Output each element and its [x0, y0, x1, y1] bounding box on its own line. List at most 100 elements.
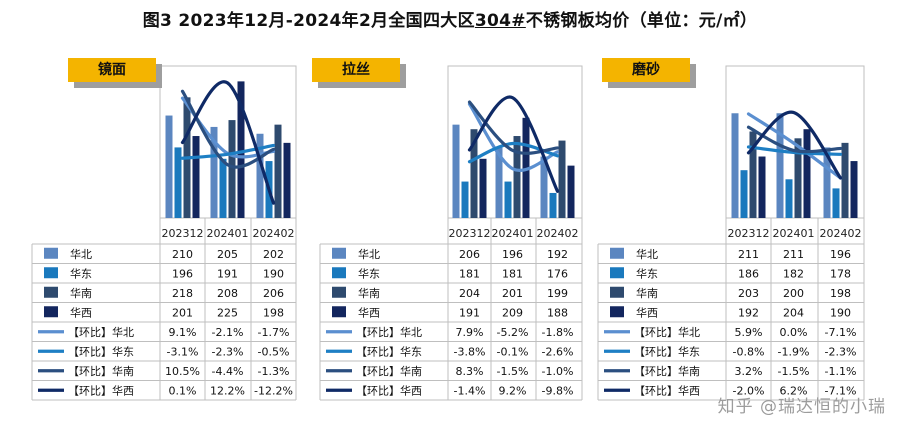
bar-1 — [452, 124, 460, 218]
table-cell: -3.8% — [454, 345, 486, 358]
bar-3 — [228, 120, 236, 218]
bar-2 — [219, 158, 227, 218]
table-cell: 196 — [172, 267, 193, 280]
table-cell: 205 — [217, 248, 238, 261]
table-cell: 218 — [172, 287, 193, 300]
table-cell: 10.5% — [165, 365, 200, 378]
table-cell: 201 — [502, 287, 523, 300]
tag-label: 镜面 — [68, 58, 156, 82]
chart-panel-matte: 202312 202401 202402 华北 211 211 196 华东 186 182 178… — [597, 58, 888, 401]
row-label: 华北 — [70, 247, 92, 261]
category-label: 202401 — [773, 227, 815, 240]
bar-2 — [174, 147, 182, 218]
bar-2 — [785, 179, 793, 218]
table-cell: -2.0% — [733, 384, 765, 397]
table-cell: -0.5% — [258, 345, 290, 358]
title-suffix: 不锈钢板均价（单位：元/㎡） — [525, 11, 758, 31]
row-label: 华南 — [636, 286, 658, 300]
table-cell: -1.1% — [825, 365, 857, 378]
title-underlined: 304# — [474, 11, 526, 31]
table-cell: 190 — [830, 306, 851, 319]
category-label: 202312 — [162, 227, 204, 240]
mom-line-2 — [746, 145, 843, 156]
legend-swatch — [610, 247, 624, 259]
row-label: 【环比】华南 — [634, 364, 700, 378]
table-cell: -0.1% — [497, 345, 529, 358]
table-cell: 188 — [547, 306, 568, 319]
table-cell: -5.2% — [497, 326, 529, 339]
table-cell: 9.2% — [499, 384, 527, 397]
row-label: 华南 — [358, 286, 380, 300]
bar-2 — [832, 188, 840, 218]
row-label: 【环比】华南 — [68, 364, 134, 378]
table-cell: 192 — [547, 248, 568, 261]
legend-swatch — [44, 267, 58, 279]
mom-line-2 — [467, 141, 560, 164]
table-cell: -2.6% — [542, 345, 574, 358]
chart-svg-matte: 202312 202401 202402 华北 211 211 196 华东 186 182 178… — [597, 65, 865, 401]
table-cell: 209 — [502, 306, 523, 319]
table-cell: 201 — [172, 306, 193, 319]
bar-3 — [513, 136, 521, 218]
mom-line-1 — [467, 102, 560, 172]
table-cell: 6.2% — [780, 384, 808, 397]
bar-3 — [558, 140, 566, 218]
bar-1 — [256, 133, 264, 218]
table-cell: 191 — [459, 306, 480, 319]
table-cell: -1.4% — [454, 384, 486, 397]
table-cell: 181 — [502, 267, 523, 280]
row-label: 【环比】华东 — [68, 344, 134, 358]
table-cell: -1.3% — [258, 365, 290, 378]
category-label: 202401 — [492, 227, 534, 240]
table-cell: 203 — [738, 287, 759, 300]
bar-4 — [192, 136, 200, 218]
bar-3 — [274, 124, 282, 218]
table-cell: 5.9% — [735, 326, 763, 339]
legend-swatch — [44, 286, 58, 298]
table-cell: -2.1% — [212, 326, 244, 339]
bar-1 — [540, 156, 548, 218]
table-cell: -1.7% — [258, 326, 290, 339]
chart-svg-mirror: 202312 202401 202402 华北 210 205 202 华东 196 191 190… — [31, 65, 297, 401]
table-cell: 198 — [830, 287, 851, 300]
table-cell: -1.0% — [542, 365, 574, 378]
panel-tag-brushed: 拉丝 — [312, 58, 408, 88]
bar-4 — [237, 81, 245, 218]
bar-2 — [549, 192, 557, 218]
page-title: 图3 2023年12月-2024年2月全国四大区304#不锈钢板均价（单位：元/… — [0, 6, 900, 31]
table-cell: -4.4% — [212, 365, 244, 378]
legend-swatch — [44, 247, 58, 259]
row-label: 华北 — [636, 247, 658, 261]
legend-swatch — [332, 306, 346, 318]
tag-label: 拉丝 — [312, 58, 400, 82]
category-label: 202312 — [728, 227, 770, 240]
bar-3 — [794, 138, 802, 218]
legend-swatch — [332, 267, 346, 279]
table-cell: 204 — [783, 306, 804, 319]
legend-swatch — [44, 306, 58, 318]
category-label: 202402 — [253, 227, 295, 240]
table-cell: 0.1% — [169, 384, 197, 397]
table-cell: 208 — [217, 287, 238, 300]
mom-line-4 — [746, 110, 843, 180]
table-cell: -1.5% — [778, 365, 810, 378]
row-label: 华西 — [358, 305, 380, 319]
row-label: 华东 — [636, 266, 658, 280]
category-label: 202402 — [820, 227, 862, 240]
watermark: 知乎 @瑞达恒的小瑞 — [717, 397, 886, 417]
row-label: 华东 — [70, 266, 92, 280]
legend-swatch — [332, 286, 346, 298]
legend-swatch — [332, 247, 346, 259]
table-cell: -2.3% — [825, 345, 857, 358]
chart-panel-mirror: 202312 202401 202402 华北 210 205 202 华东 196 191 190… — [31, 58, 322, 401]
row-label: 【环比】华南 — [356, 364, 422, 378]
bar-1 — [823, 147, 831, 218]
table-cell: 210 — [172, 248, 193, 261]
table-cell: 196 — [830, 248, 851, 261]
table-cell: -3.1% — [167, 345, 199, 358]
table-cell: 206 — [263, 287, 284, 300]
mom-line-2 — [180, 143, 276, 160]
bar-1 — [776, 113, 784, 218]
row-label: 【环比】华西 — [356, 383, 422, 397]
bar-1 — [731, 113, 739, 218]
